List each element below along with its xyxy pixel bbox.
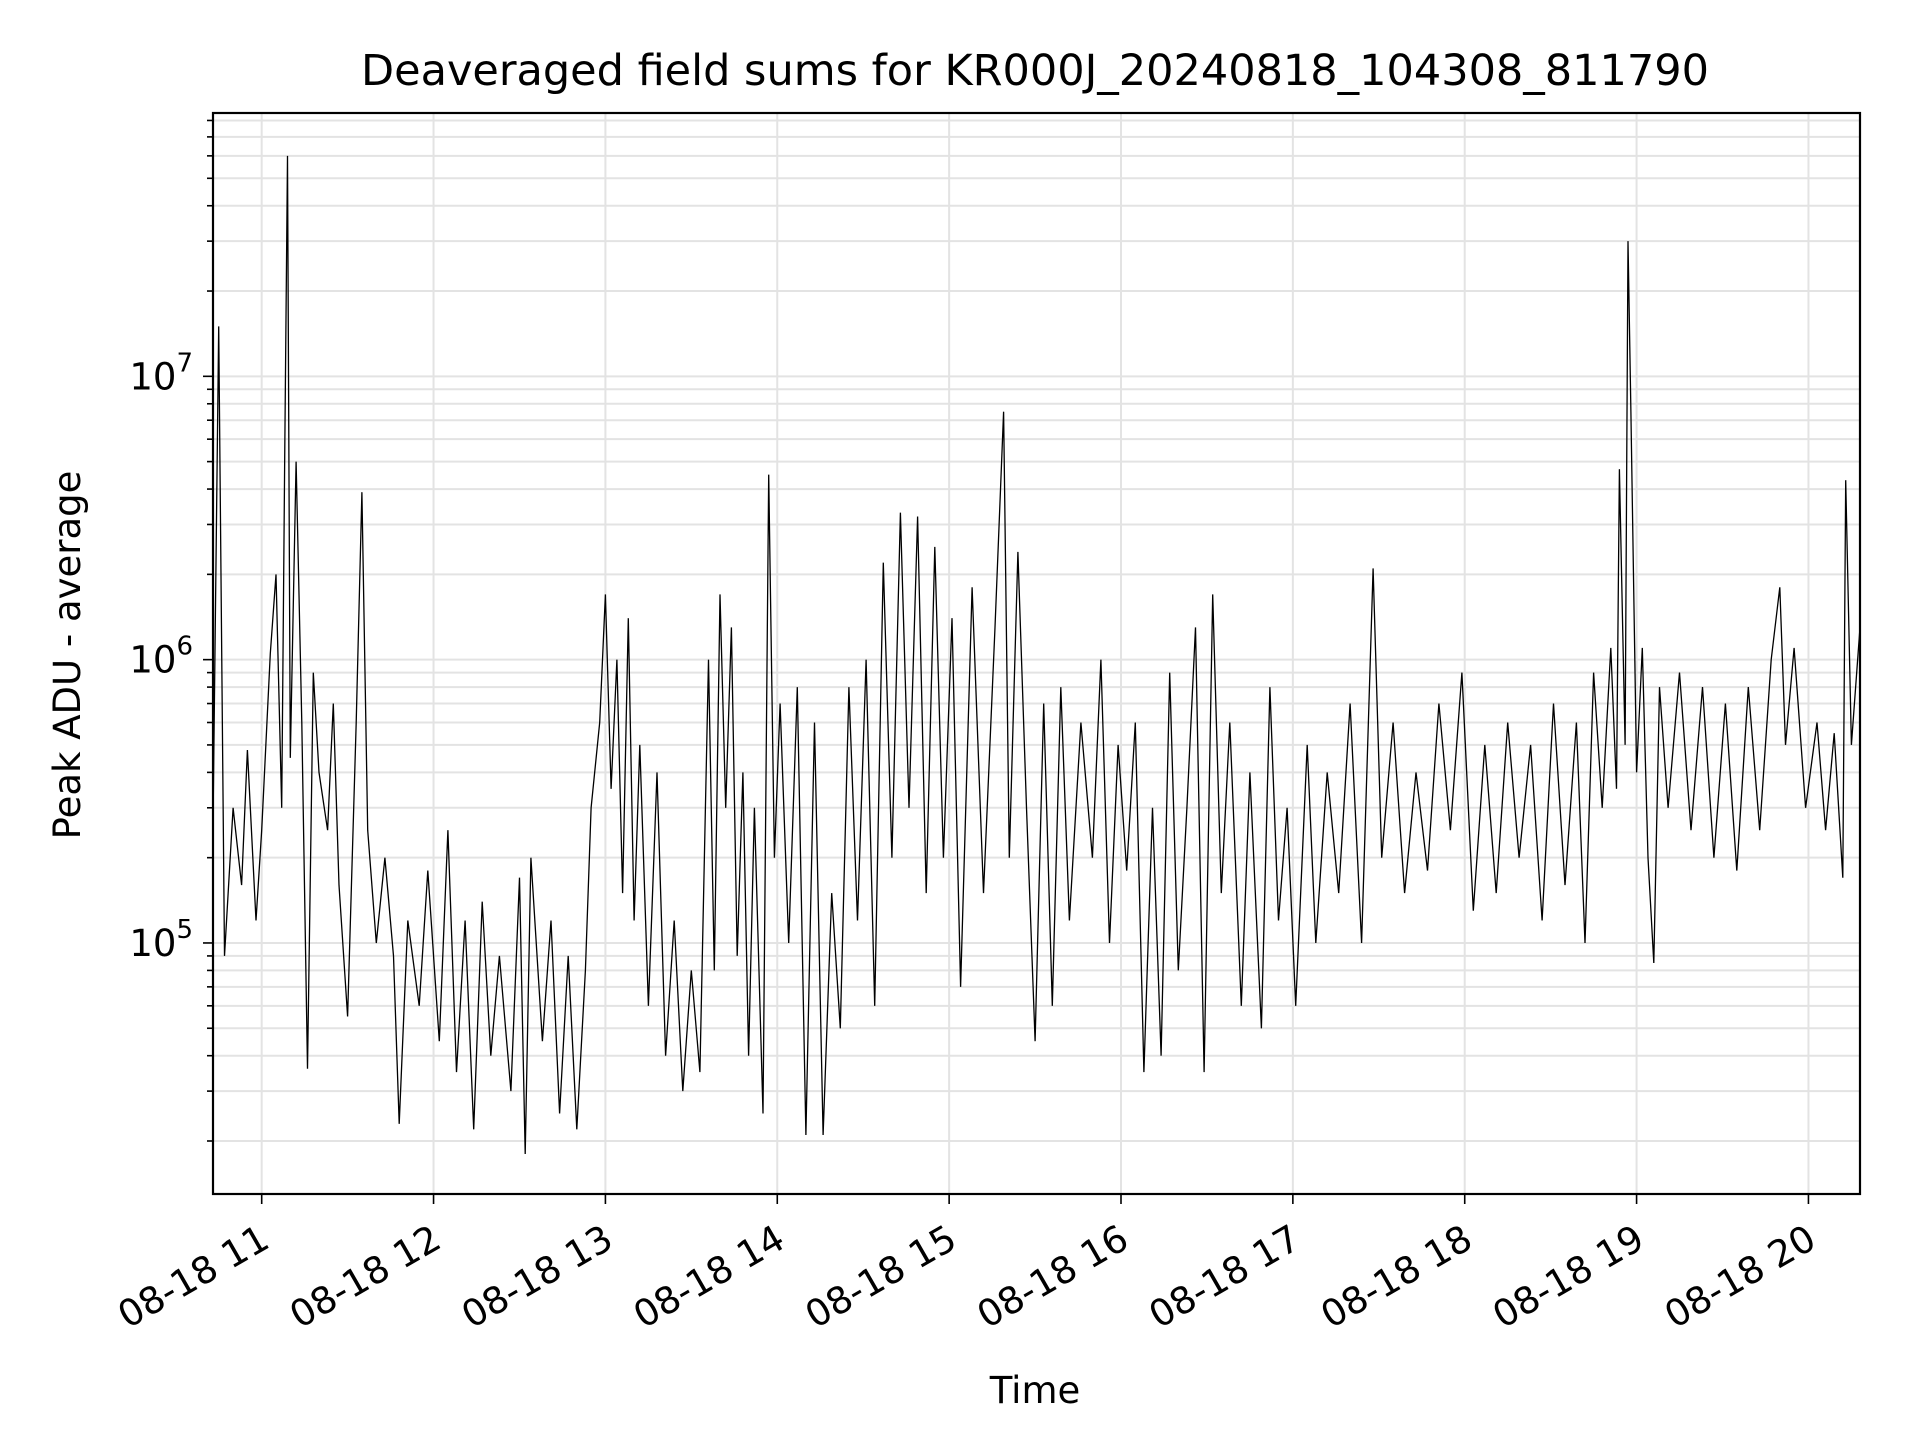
grid <box>213 113 1860 1194</box>
series-layer <box>212 155 1861 1155</box>
series-line <box>212 155 1861 1155</box>
plot-frame <box>211 111 1862 1196</box>
y-axis-label: Peak ADU - average <box>46 471 89 840</box>
chart-title: Deaveraged field sums for KR000J_2024081… <box>361 46 1709 96</box>
y-tick-label: 107 <box>129 348 193 398</box>
x-axis-label: Time <box>989 1369 1081 1412</box>
y-axis-ticks: 105 106 107 <box>129 119 213 1142</box>
y-tick-label: 106 <box>129 632 193 682</box>
y-tick-label: 105 <box>129 915 193 965</box>
